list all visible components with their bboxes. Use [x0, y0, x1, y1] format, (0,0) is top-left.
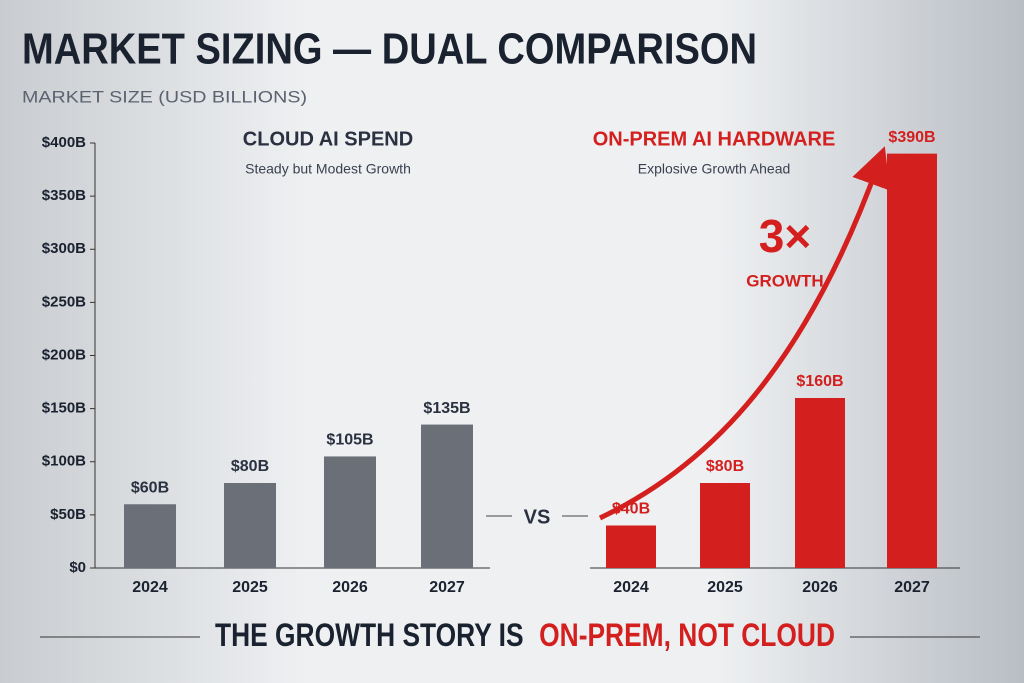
- value-label: $40B: [612, 501, 650, 518]
- annotation: GROWTH: [746, 271, 823, 290]
- growth-arrow: [598, 146, 890, 521]
- value-label: $390B: [888, 129, 935, 146]
- bar: [700, 483, 750, 568]
- x-tick-label: 2026: [802, 579, 838, 596]
- y-tick-label: $250B: [42, 293, 86, 310]
- x-tick-label: 2024: [132, 579, 168, 596]
- bar: [887, 153, 937, 568]
- page-subtitle: MARKET SIZE (USD BILLIONS): [22, 87, 307, 106]
- page-title: MARKET SIZING — DUAL COMPARISON: [22, 25, 757, 74]
- bar: [421, 424, 473, 568]
- bar: [124, 504, 176, 568]
- footer-lead: THE GROWTH STORY IS: [215, 617, 524, 653]
- y-tick-label: $350B: [42, 187, 86, 204]
- value-label: $80B: [231, 458, 269, 475]
- x-tick-label: 2025: [707, 579, 743, 596]
- bar: [795, 398, 845, 568]
- y-tick-label: $150B: [42, 400, 86, 417]
- x-tick-label: 2026: [332, 579, 368, 596]
- panel-title: CLOUD AI SPEND: [243, 128, 413, 150]
- value-label: $160B: [796, 373, 843, 390]
- y-tick-label: $100B: [42, 453, 86, 470]
- panel-subtitle: Steady but Modest Growth: [245, 161, 411, 177]
- value-label: $105B: [326, 432, 373, 449]
- bar: [224, 483, 276, 568]
- footer: THE GROWTH STORY IS ON-PREM, NOT CLOUD: [215, 617, 835, 653]
- vs-label: VS: [524, 506, 551, 528]
- panel-subtitle: Explosive Growth Ahead: [638, 161, 791, 177]
- value-label: $135B: [423, 400, 470, 417]
- x-tick-label: 2027: [894, 579, 930, 596]
- x-tick-label: 2024: [613, 579, 649, 596]
- footer-highlight: ON-PREM, NOT CLOUD: [539, 617, 835, 653]
- annotation: 3×: [759, 210, 811, 262]
- y-tick-label: $300B: [42, 240, 86, 257]
- x-tick-label: 2027: [429, 579, 465, 596]
- bar: [606, 525, 656, 568]
- y-tick-label: $400B: [42, 134, 86, 151]
- x-tick-label: 2025: [232, 579, 268, 596]
- y-tick-label: $0: [69, 559, 86, 576]
- panel-title: ON-PREM AI HARDWARE: [593, 128, 836, 150]
- value-label: $80B: [706, 458, 744, 475]
- y-tick-label: $50B: [50, 506, 86, 523]
- bar: [324, 456, 376, 568]
- value-label: $60B: [131, 479, 169, 496]
- y-tick-label: $200B: [42, 346, 86, 363]
